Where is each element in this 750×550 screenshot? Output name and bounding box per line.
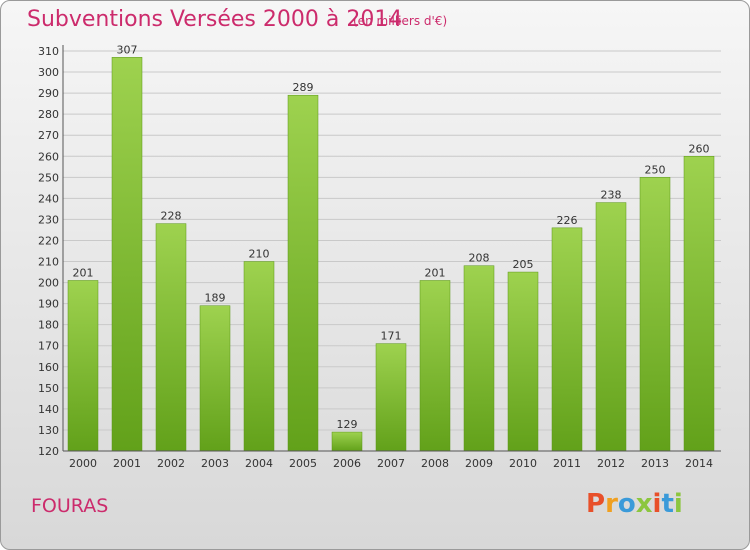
logo-letter: t [661, 489, 674, 519]
bar [683, 156, 715, 452]
y-tick-label: 300 [38, 66, 59, 79]
bar-value-label: 201 [425, 266, 446, 279]
bar-value-label: 228 [161, 210, 182, 223]
x-tick-label: 2014 [685, 457, 713, 470]
x-tick-label: 2011 [553, 457, 581, 470]
bar [507, 271, 539, 452]
logo-letter: o [617, 489, 636, 519]
bar-value-label: 129 [337, 418, 358, 431]
x-tick-label: 2002 [157, 457, 185, 470]
y-tick-label: 270 [38, 129, 59, 142]
x-tick-label: 2004 [245, 457, 273, 470]
y-tick-label: 260 [38, 150, 59, 163]
x-tick-label: 2000 [69, 457, 97, 470]
y-tick-label: 200 [38, 277, 59, 290]
y-tick-label: 150 [38, 382, 59, 395]
y-tick-label: 130 [38, 424, 59, 437]
y-tick-label: 180 [38, 319, 59, 332]
bar [67, 280, 99, 452]
x-tick-label: 2007 [377, 457, 405, 470]
logo-letter: P [586, 489, 606, 519]
axes: 120 130 140 150 160 170 180 190 200 210 220 230 240 2… [38, 45, 721, 470]
bar-value-label: 189 [205, 292, 226, 305]
bar [243, 261, 275, 452]
y-tick-label: 230 [38, 213, 59, 226]
bar-value-label: 289 [293, 81, 314, 94]
y-tick-label: 280 [38, 108, 59, 121]
x-tick-label: 2010 [509, 457, 537, 470]
y-tick-label: 120 [38, 445, 59, 458]
bar [199, 305, 231, 452]
y-tick-label: 250 [38, 171, 59, 184]
bar-value-label: 210 [249, 248, 270, 261]
y-tick-label: 220 [38, 234, 59, 247]
logo-letter: x [635, 489, 653, 519]
y-tick-label: 240 [38, 192, 59, 205]
x-tick-label: 2012 [597, 457, 625, 470]
bar-value-label: 226 [557, 214, 578, 227]
bar-value-label: 250 [645, 163, 666, 176]
bars: 201 307 228 189 210 289 129 171 201 208 205 226 238 2… [67, 43, 715, 452]
x-tick-label: 2006 [333, 457, 361, 470]
y-tick-label: 310 [38, 45, 59, 58]
bar [331, 431, 363, 452]
chart-title: Subventions Versées 2000 à 2014 [27, 7, 403, 32]
y-tick-label: 290 [38, 87, 59, 100]
bar [375, 343, 407, 452]
bar-value-label: 307 [117, 43, 138, 56]
bar-value-label: 171 [381, 330, 402, 343]
x-tick-label: 2009 [465, 457, 493, 470]
x-tick-label: 2001 [113, 457, 141, 470]
bar-value-label: 208 [469, 252, 490, 265]
x-tick-label: 2013 [641, 457, 669, 470]
bar-value-label: 238 [601, 189, 622, 202]
y-tick-label: 140 [38, 403, 59, 416]
bar [155, 223, 187, 452]
unit-label: (en milliers d'€) [353, 14, 448, 28]
bar [595, 202, 627, 452]
y-tick-label: 210 [38, 256, 59, 269]
x-tick-label: 2008 [421, 457, 449, 470]
bar [287, 94, 319, 452]
x-tick-label: 2005 [289, 457, 317, 470]
y-tick-label: 190 [38, 298, 59, 311]
bar [463, 265, 495, 452]
y-tick-label: 170 [38, 340, 59, 353]
bar [419, 280, 451, 452]
town-name: FOURAS [31, 495, 109, 517]
logo-letter: r [605, 489, 618, 519]
bar-value-label: 260 [689, 142, 710, 155]
bar-value-label: 205 [513, 258, 534, 271]
bar [551, 227, 583, 452]
bar-value-label: 201 [73, 266, 94, 279]
y-tick-label: 160 [38, 361, 59, 374]
bar [111, 57, 143, 452]
bar [639, 177, 671, 452]
x-tick-label: 2003 [201, 457, 229, 470]
proxiti-logo: Proxiti [586, 489, 683, 519]
logo-letter: i [673, 489, 683, 519]
logo-letter: i [652, 489, 662, 519]
